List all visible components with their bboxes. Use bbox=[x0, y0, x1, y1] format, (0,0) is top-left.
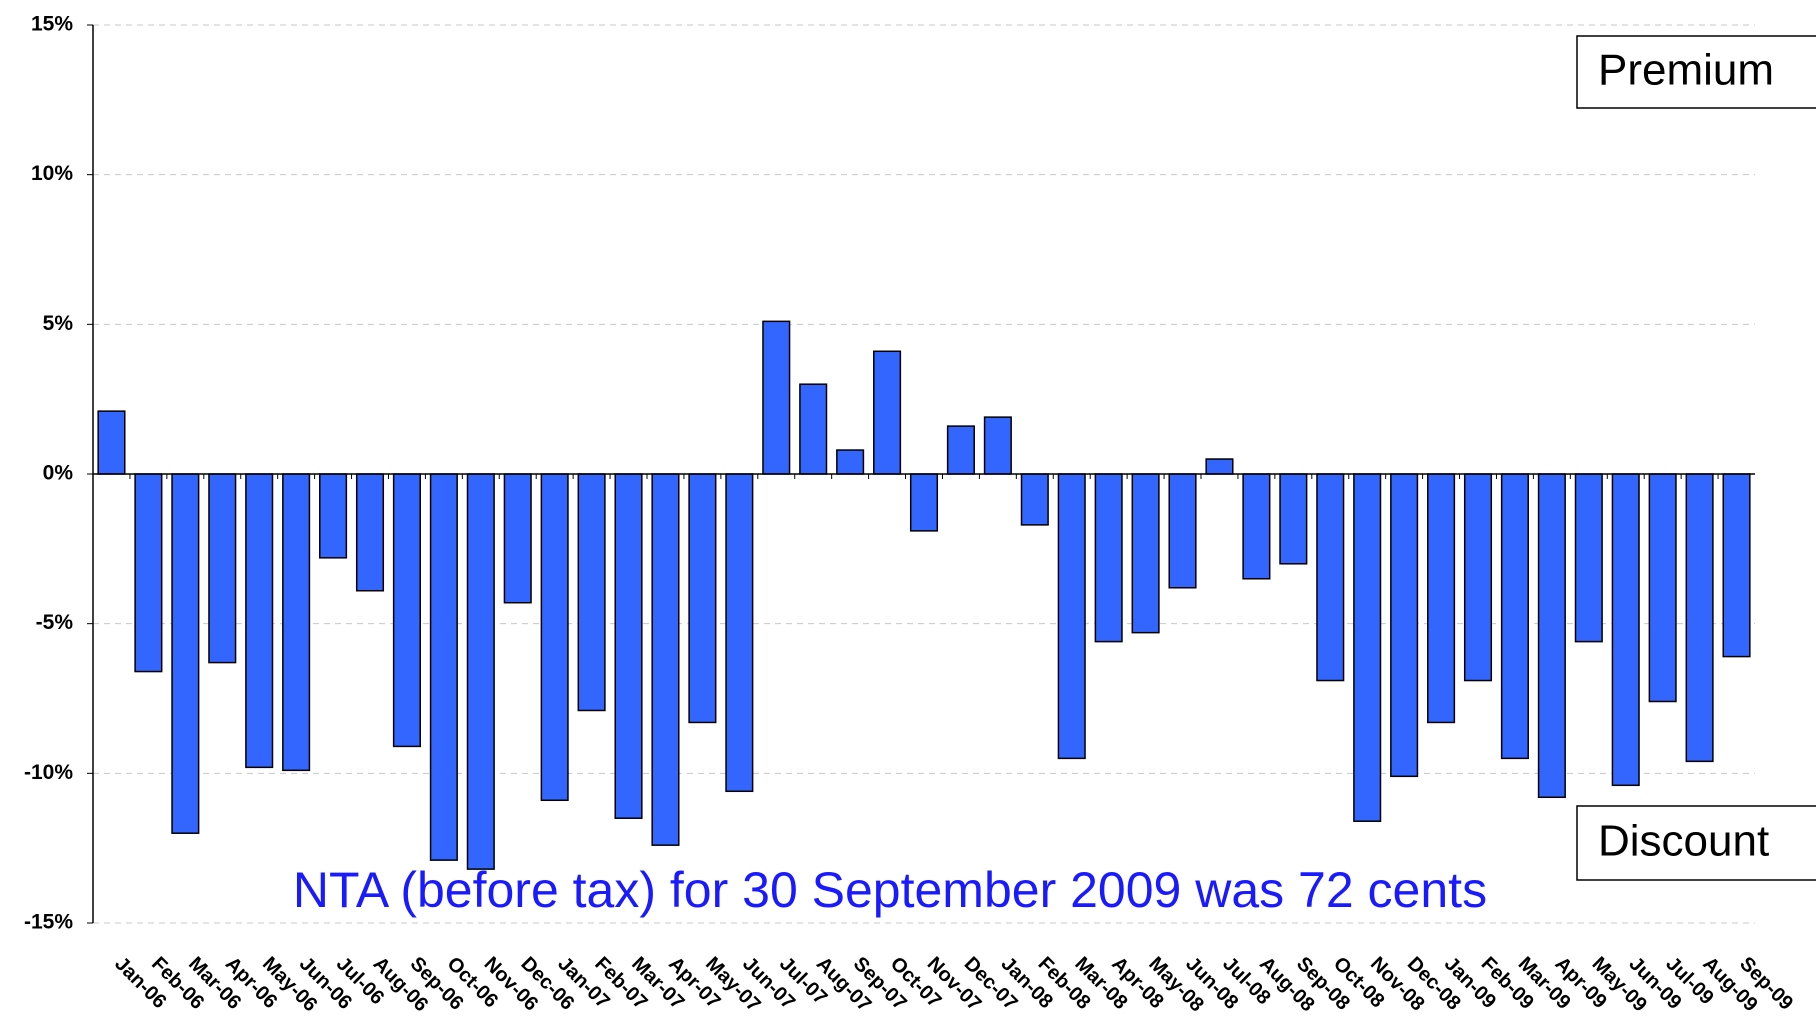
bar bbox=[1279, 473, 1308, 565]
bar bbox=[1020, 473, 1049, 526]
bar bbox=[392, 473, 421, 748]
nta-annotation: NTA (before tax) for 30 September 2009 w… bbox=[293, 862, 1487, 918]
y-tick-label: 15% bbox=[31, 13, 73, 36]
bar bbox=[725, 473, 754, 793]
bar bbox=[540, 473, 569, 802]
bar bbox=[1611, 473, 1640, 787]
bar bbox=[762, 320, 791, 475]
bar bbox=[909, 473, 939, 532]
premium-label: Premium bbox=[1598, 46, 1774, 95]
bar bbox=[688, 473, 717, 724]
bar bbox=[1057, 473, 1086, 760]
bar bbox=[1463, 473, 1493, 682]
bar bbox=[429, 473, 458, 861]
bar bbox=[799, 383, 828, 475]
bar bbox=[1648, 473, 1677, 703]
bar bbox=[208, 473, 237, 664]
y-tick-label: 10% bbox=[31, 162, 73, 185]
discount-label: Discount bbox=[1598, 817, 1769, 866]
discount-box bbox=[1576, 805, 1816, 881]
bar bbox=[1242, 473, 1271, 580]
bar bbox=[1574, 473, 1603, 643]
bar bbox=[134, 473, 163, 673]
bar bbox=[1131, 473, 1160, 634]
bar bbox=[466, 473, 495, 870]
bar bbox=[1168, 473, 1197, 589]
y-tick-label: -10% bbox=[24, 761, 73, 784]
bar bbox=[1685, 473, 1714, 763]
bar bbox=[1316, 473, 1345, 682]
bar bbox=[1353, 473, 1382, 822]
y-tick-label: -15% bbox=[24, 911, 73, 934]
bar bbox=[503, 473, 532, 604]
bar bbox=[97, 410, 126, 475]
bar bbox=[1205, 458, 1234, 475]
bar bbox=[1427, 473, 1456, 724]
bar bbox=[836, 449, 865, 475]
bar bbox=[1537, 473, 1566, 799]
bar bbox=[873, 350, 902, 475]
bar bbox=[983, 416, 1012, 475]
bar bbox=[282, 473, 311, 772]
bar bbox=[946, 425, 975, 475]
bar bbox=[1390, 473, 1419, 778]
bar bbox=[577, 473, 606, 712]
y-tick-label: -5% bbox=[36, 611, 74, 634]
bar bbox=[1722, 473, 1751, 658]
bar bbox=[319, 473, 348, 559]
bar bbox=[245, 473, 274, 769]
bar bbox=[614, 473, 643, 819]
bar bbox=[171, 473, 200, 834]
y-tick-label: 5% bbox=[43, 312, 74, 335]
bar bbox=[1500, 473, 1529, 760]
y-tick-label: 0% bbox=[43, 462, 74, 485]
bar bbox=[1094, 473, 1123, 643]
premium-box bbox=[1576, 35, 1816, 109]
bar bbox=[651, 473, 680, 846]
bar bbox=[355, 473, 385, 592]
